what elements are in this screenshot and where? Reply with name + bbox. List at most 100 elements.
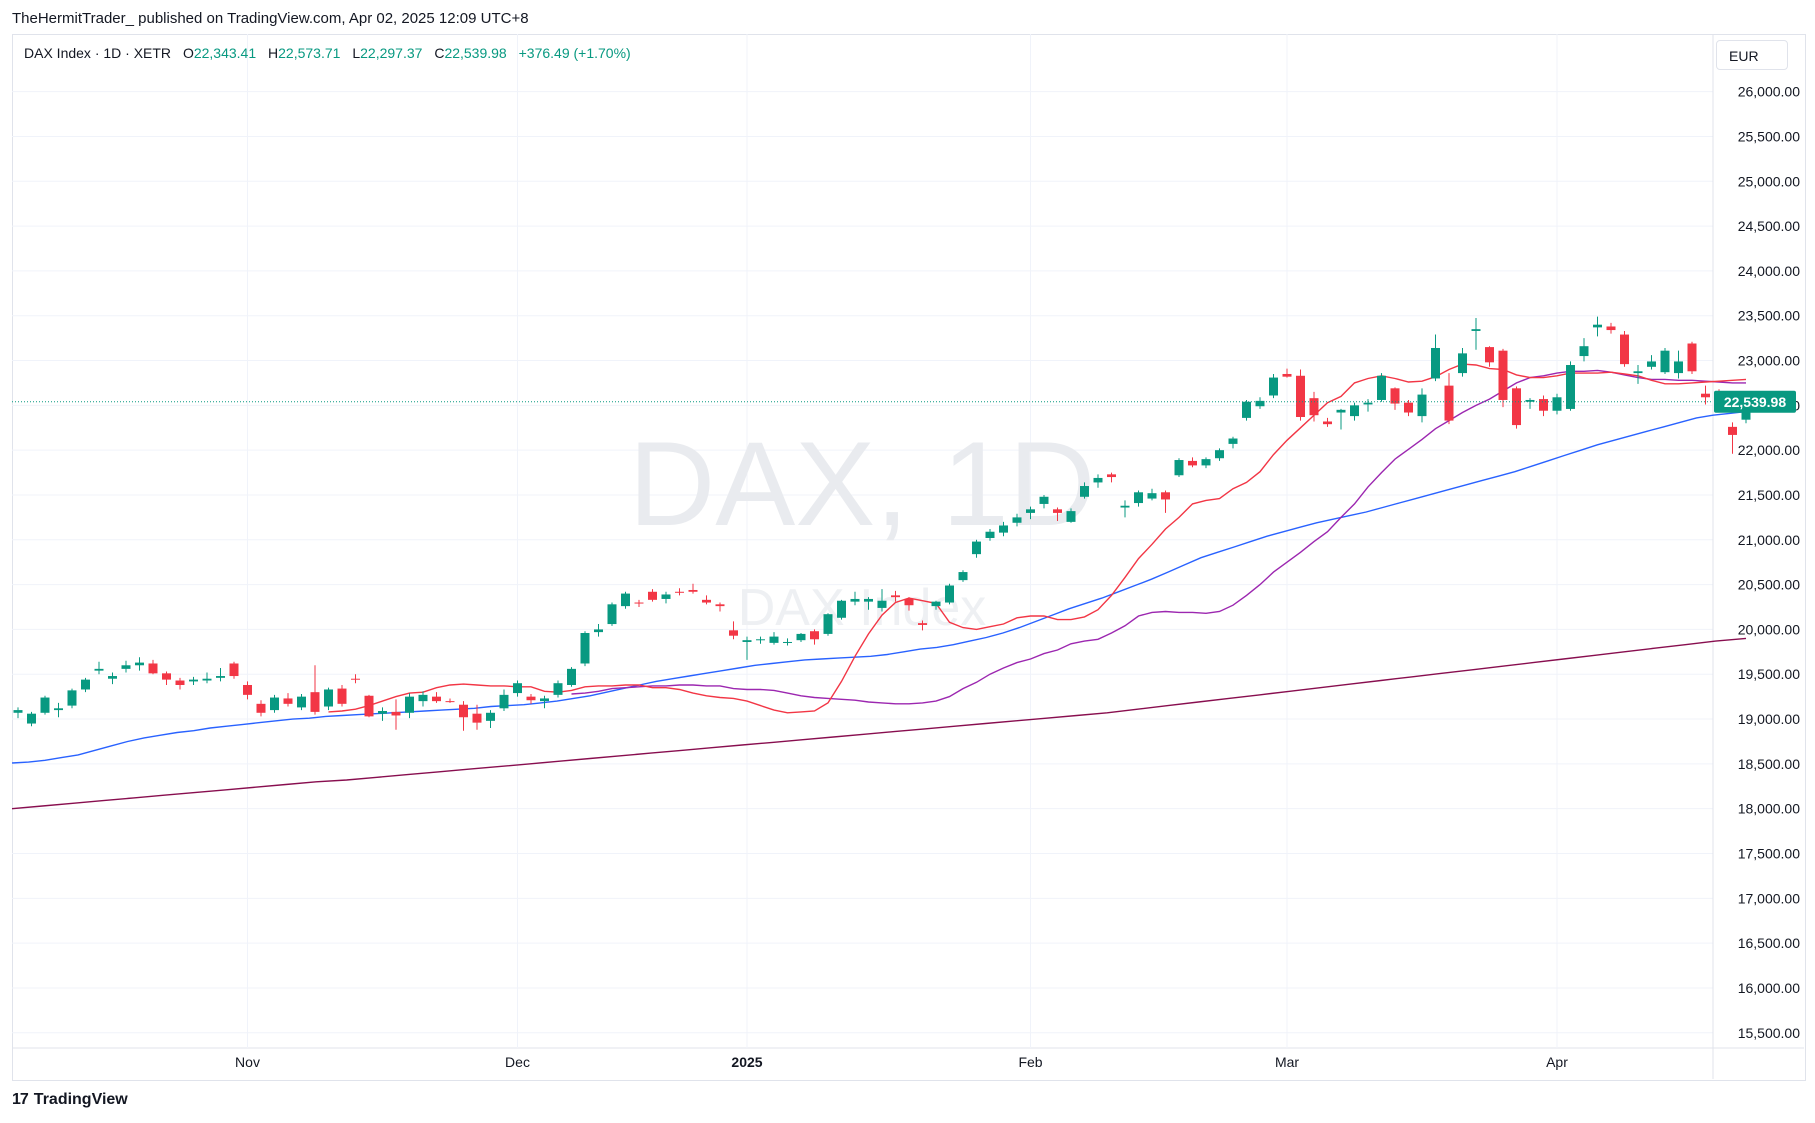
candle [1498,348,1508,408]
candle [1080,482,1089,499]
candle-body [1687,343,1697,372]
candle [378,707,387,721]
candle [1377,373,1386,402]
candle-body [1080,486,1089,497]
legend-high: 22,573.71 [278,45,341,61]
legend-close: 22,539.98 [444,45,507,61]
candle-body [607,604,617,625]
candle-body [337,688,347,704]
candle [985,529,995,541]
candle [580,631,590,667]
candle [1579,338,1589,362]
candle-body [229,663,239,677]
candle [189,676,198,685]
candle [769,632,779,645]
candle-body [1566,365,1575,409]
candle [121,660,131,673]
legend-low: 22,297.37 [360,45,423,61]
chart-panel[interactable] [12,34,1806,1081]
candle-body [1728,426,1737,435]
candle-body [243,684,252,695]
ma-200-line [11,637,1747,810]
candle-body [1444,385,1454,421]
candle [297,693,306,711]
legend-high-label: H [268,45,279,61]
currency-button[interactable]: EUR [1716,40,1788,70]
candle-body [526,696,536,701]
candle-body [1363,402,1373,405]
watermark-main: DAX, 1D [629,417,1096,551]
candle-body [1107,474,1116,478]
candle-body [1539,399,1548,411]
candle [553,680,563,698]
candle-body [945,585,954,603]
candle-body [1552,397,1562,411]
candle [175,677,185,690]
candle [1404,399,1413,417]
candle-body [1660,350,1670,373]
candle-body [391,711,401,716]
candle-body [648,591,657,600]
candle [108,672,117,685]
candle [661,591,671,604]
candle-body [1471,329,1481,331]
candle-body [1350,405,1359,417]
candle-body [688,589,698,592]
candle [1687,341,1697,374]
candle-body [769,636,779,643]
legend-low-label: L [352,45,361,61]
candle [459,701,468,731]
candle [1309,391,1319,422]
candle [729,621,738,640]
candle [526,693,536,704]
candle-body [702,599,711,603]
candle [850,591,860,606]
candle [1134,490,1143,507]
candle-body [1485,347,1494,363]
symbol-legend[interactable]: DAX Index · 1D · XETR O22,343.41 H22,573… [24,45,631,61]
candle-body [297,696,306,708]
candle [1620,330,1629,367]
candle-body [162,673,171,680]
candle [243,681,252,700]
candle-body [756,639,765,641]
candle [1660,347,1670,374]
price-tick-label: 24,500.00 [1738,218,1800,234]
candle-body [445,701,455,703]
candle-body [1674,361,1683,374]
tradingview-mark-icon: 17 [12,1091,29,1108]
candle [1228,436,1238,449]
candle [1593,316,1602,337]
candle [1188,457,1197,468]
candle [513,680,522,697]
candle-body [918,623,927,625]
candle-body [621,593,630,607]
price-tick-label: 16,000.00 [1738,980,1800,996]
candle [1350,402,1359,421]
candle [1296,369,1305,421]
publisher-caption: TheHermitTrader_ published on TradingVie… [12,10,529,27]
grid-lines [12,34,1804,1079]
time-axis: Nov Dec 2025 Feb Mar Apr [235,1054,1568,1070]
candle [864,597,873,610]
candle [337,684,347,707]
candle [837,599,846,620]
legend-open: 22,343.41 [193,45,257,61]
tradingview-logo[interactable]: 17 TradingView [12,1091,128,1109]
candle [1552,393,1562,415]
candle [1147,488,1157,501]
candle [391,699,401,730]
candle-body [1134,492,1143,504]
price-tick-label: 24,000.00 [1738,263,1800,279]
candle [540,695,549,709]
candle-body [513,683,522,694]
candle-body [324,689,333,707]
price-tick-label: 21,500.00 [1738,487,1800,503]
price-axis: 26,000.00 25,500.00 25,000.00 24,500.00 24,0… [1738,84,1800,1041]
candle-body [1512,388,1521,426]
candle [1336,408,1346,430]
candle [823,613,833,636]
price-tick-label: 25,000.00 [1738,173,1800,189]
candle [634,599,644,608]
